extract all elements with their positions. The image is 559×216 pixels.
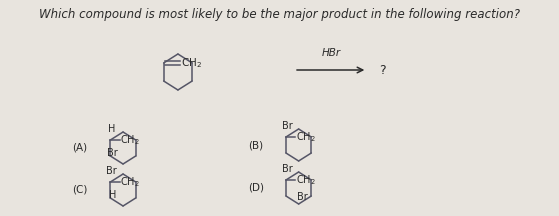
Text: Br: Br [297, 192, 307, 202]
Text: Br: Br [282, 164, 293, 174]
Text: CH$_2$: CH$_2$ [120, 133, 140, 147]
Text: H: H [107, 124, 115, 134]
Text: (A): (A) [72, 143, 87, 153]
Text: H: H [108, 190, 116, 200]
Text: (B): (B) [248, 140, 263, 150]
Text: Br: Br [107, 148, 117, 158]
Text: CH$_2$: CH$_2$ [296, 173, 316, 187]
Text: Br: Br [106, 166, 117, 176]
Text: CH$_2$: CH$_2$ [296, 130, 316, 144]
Text: Br: Br [282, 121, 293, 131]
Text: (D): (D) [248, 183, 264, 193]
Text: CH$_2$: CH$_2$ [120, 175, 140, 189]
Text: Which compound is most likely to be the major product in the following reaction?: Which compound is most likely to be the … [39, 8, 520, 21]
Text: HBr: HBr [322, 48, 341, 58]
Text: ?: ? [379, 64, 386, 76]
Text: (C): (C) [72, 185, 87, 195]
Text: CH$_2$: CH$_2$ [181, 56, 202, 70]
